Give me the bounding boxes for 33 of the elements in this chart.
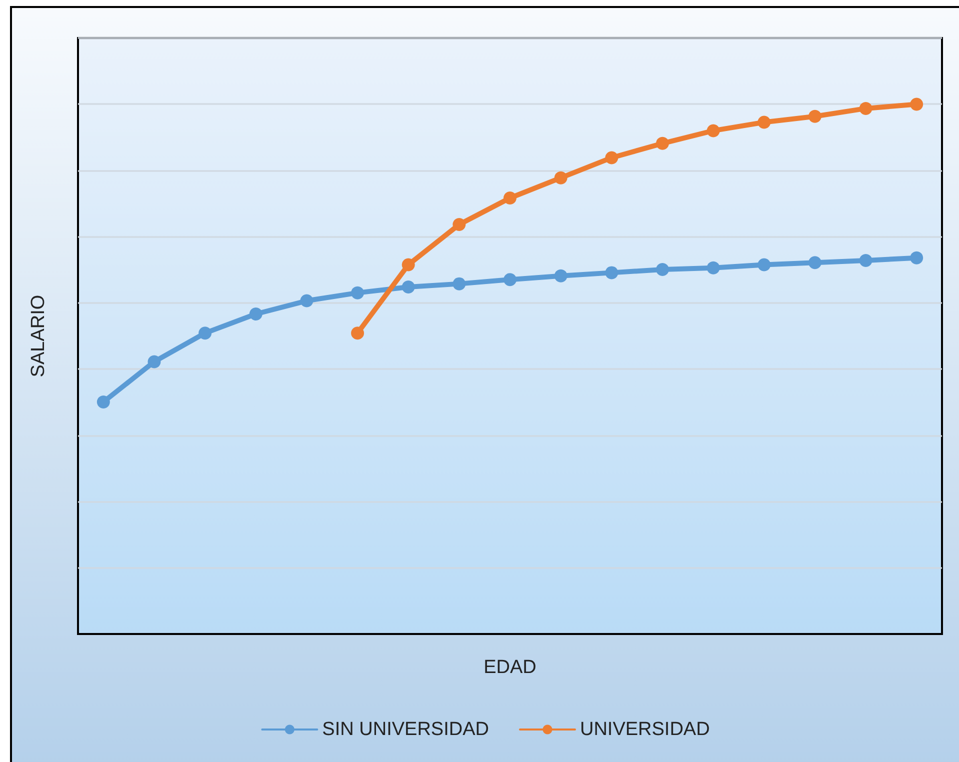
- point: [452, 218, 466, 231]
- point: [808, 256, 822, 270]
- point: [402, 258, 415, 272]
- point: [758, 258, 771, 272]
- point: [758, 116, 771, 129]
- point: [402, 280, 415, 294]
- point: [910, 98, 924, 111]
- point: [656, 136, 669, 150]
- point: [656, 263, 669, 276]
- point: [910, 251, 924, 264]
- point: [859, 254, 872, 268]
- y-axis-title: SALARIO: [28, 294, 49, 378]
- point: [148, 355, 161, 368]
- point: [859, 102, 872, 115]
- point: [300, 294, 314, 308]
- point: [504, 191, 516, 204]
- point: [554, 171, 568, 184]
- point: [351, 286, 364, 300]
- point: [706, 261, 720, 274]
- point: [351, 326, 364, 340]
- point: [605, 151, 618, 164]
- point: [249, 308, 262, 321]
- point: [96, 395, 110, 408]
- point: [808, 110, 822, 123]
- point: [452, 277, 466, 290]
- point: [504, 273, 516, 286]
- point: [198, 326, 212, 340]
- point: [605, 266, 618, 280]
- legend-label: UNIVERSIDAD: [580, 719, 710, 740]
- point: [554, 269, 568, 282]
- legend-label: SIN UNIVERSIDAD: [322, 719, 489, 740]
- x-axis-title: EDAD: [484, 657, 536, 678]
- point: [706, 124, 720, 138]
